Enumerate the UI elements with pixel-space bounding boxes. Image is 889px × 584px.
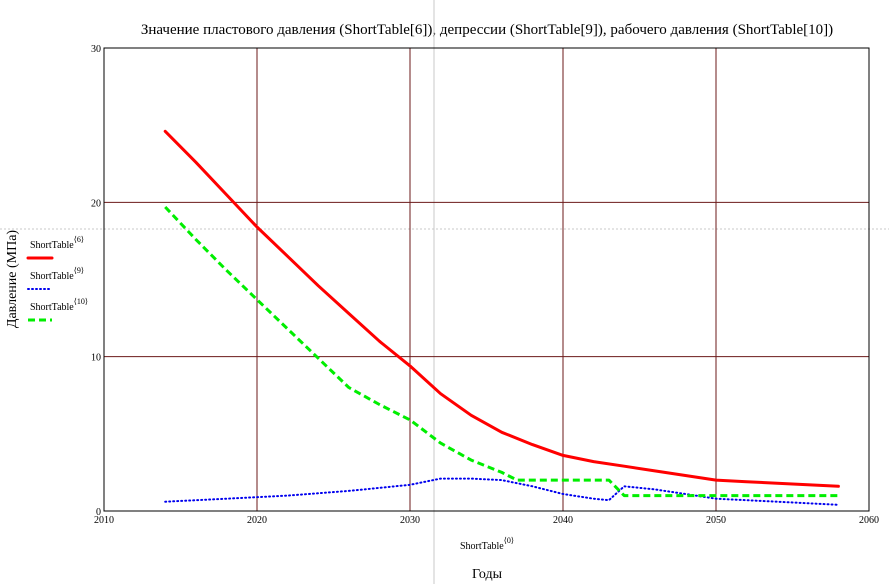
legend-label-2: ShortTable⟨10⟩ [30, 297, 88, 313]
x-axis-expression-sup: ⟨0⟩ [504, 536, 514, 545]
y-tick-label: 30 [91, 44, 101, 55]
legend-series-name: ShortTable [30, 302, 74, 313]
legend-series-sup: ⟨6⟩ [74, 235, 84, 244]
series-layer [163, 129, 840, 506]
series-line-2 [164, 205, 839, 498]
chart-title: Значение пластового давления (ShortTable… [141, 22, 833, 38]
x-tick-label: 2050 [706, 515, 726, 526]
y-tick-label: 10 [91, 353, 101, 364]
x-tick-label: 2030 [400, 515, 420, 526]
series-line-0 [163, 129, 840, 488]
x-axis-expression-name: ShortTable [460, 541, 504, 552]
plot-frame [103, 47, 870, 512]
x-tick-label: 2060 [859, 515, 879, 526]
y-tick-label: 0 [96, 507, 101, 518]
series-line-1 [164, 477, 840, 506]
x-tick-label: 2010 [94, 515, 114, 526]
x-tick-labels: 2010 2020 2030 2040 2050 2060 [94, 515, 879, 526]
legend: ShortTable⟨6⟩ShortTable⟨9⟩ShortTable⟨10⟩ [26, 235, 88, 322]
legend-series-sup: ⟨9⟩ [74, 266, 84, 275]
x-tick-label: 2040 [553, 515, 573, 526]
x-tick-label: 2020 [247, 515, 267, 526]
x-axis-label: Годы [472, 567, 503, 582]
x-axis-expression: ShortTable⟨0⟩ [460, 536, 514, 552]
legend-series-sup: ⟨10⟩ [74, 297, 88, 306]
grid [104, 48, 869, 511]
y-tick-label: 20 [91, 198, 101, 209]
y-tick-labels: 0 10 20 30 [91, 44, 101, 518]
legend-series-name: ShortTable [30, 271, 74, 282]
y-axis-label: Давление (МПа) [5, 230, 20, 329]
legend-series-name: ShortTable [30, 240, 74, 251]
legend-label-1: ShortTable⟨9⟩ [30, 266, 84, 282]
legend-label-0: ShortTable⟨6⟩ [30, 235, 84, 251]
